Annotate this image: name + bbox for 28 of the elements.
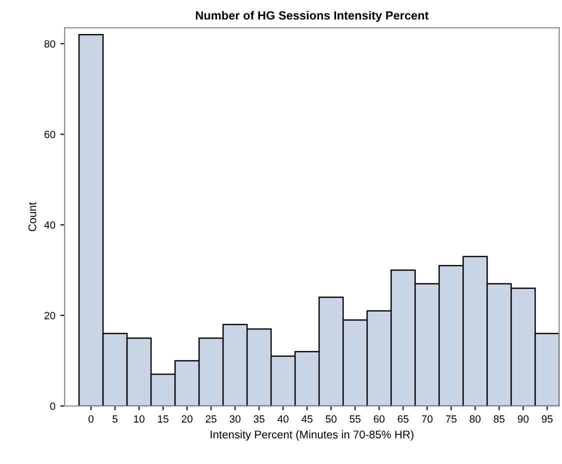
x-tick-label: 55 [350,415,360,423]
x-tick-label: 65 [398,415,408,423]
x-tick-label: 45 [302,415,312,423]
x-tick-label: 90 [518,415,529,423]
x-tick-label: 60 [374,415,385,423]
x-tick-label: 5 [112,415,118,423]
x-tick-label: 35 [254,415,264,423]
x-tick-label: 75 [446,415,457,423]
x-tick-label: 30 [230,415,240,423]
y-axis-title: Count [28,202,36,232]
x-tick-label: 80 [470,415,481,423]
x-tick-label: 0 [88,415,94,423]
x-tick-label: 70 [422,415,433,423]
x-tick-label: 20 [182,415,192,423]
x-tick-label: 95 [542,415,553,423]
x-tick-label: 50 [326,415,337,423]
y-tick-label: 20 [44,312,56,320]
y-tick-label: 80 [44,40,56,48]
x-tick-label: 15 [158,415,168,423]
x-tick-label: 10 [134,415,144,423]
y-tick-label: 60 [44,130,56,138]
x-tick-label: 25 [206,415,216,423]
chart-title: Number of HG Sessions Intensity Percent [196,10,429,22]
x-tick-label: 40 [278,415,288,423]
y-tick-label: 0 [50,402,56,410]
y-tick-label: 40 [44,221,56,229]
x-tick-label: 85 [494,415,505,423]
x-axis-title: Intensity Percent (Minutes in 70-85% HR) [210,430,414,441]
